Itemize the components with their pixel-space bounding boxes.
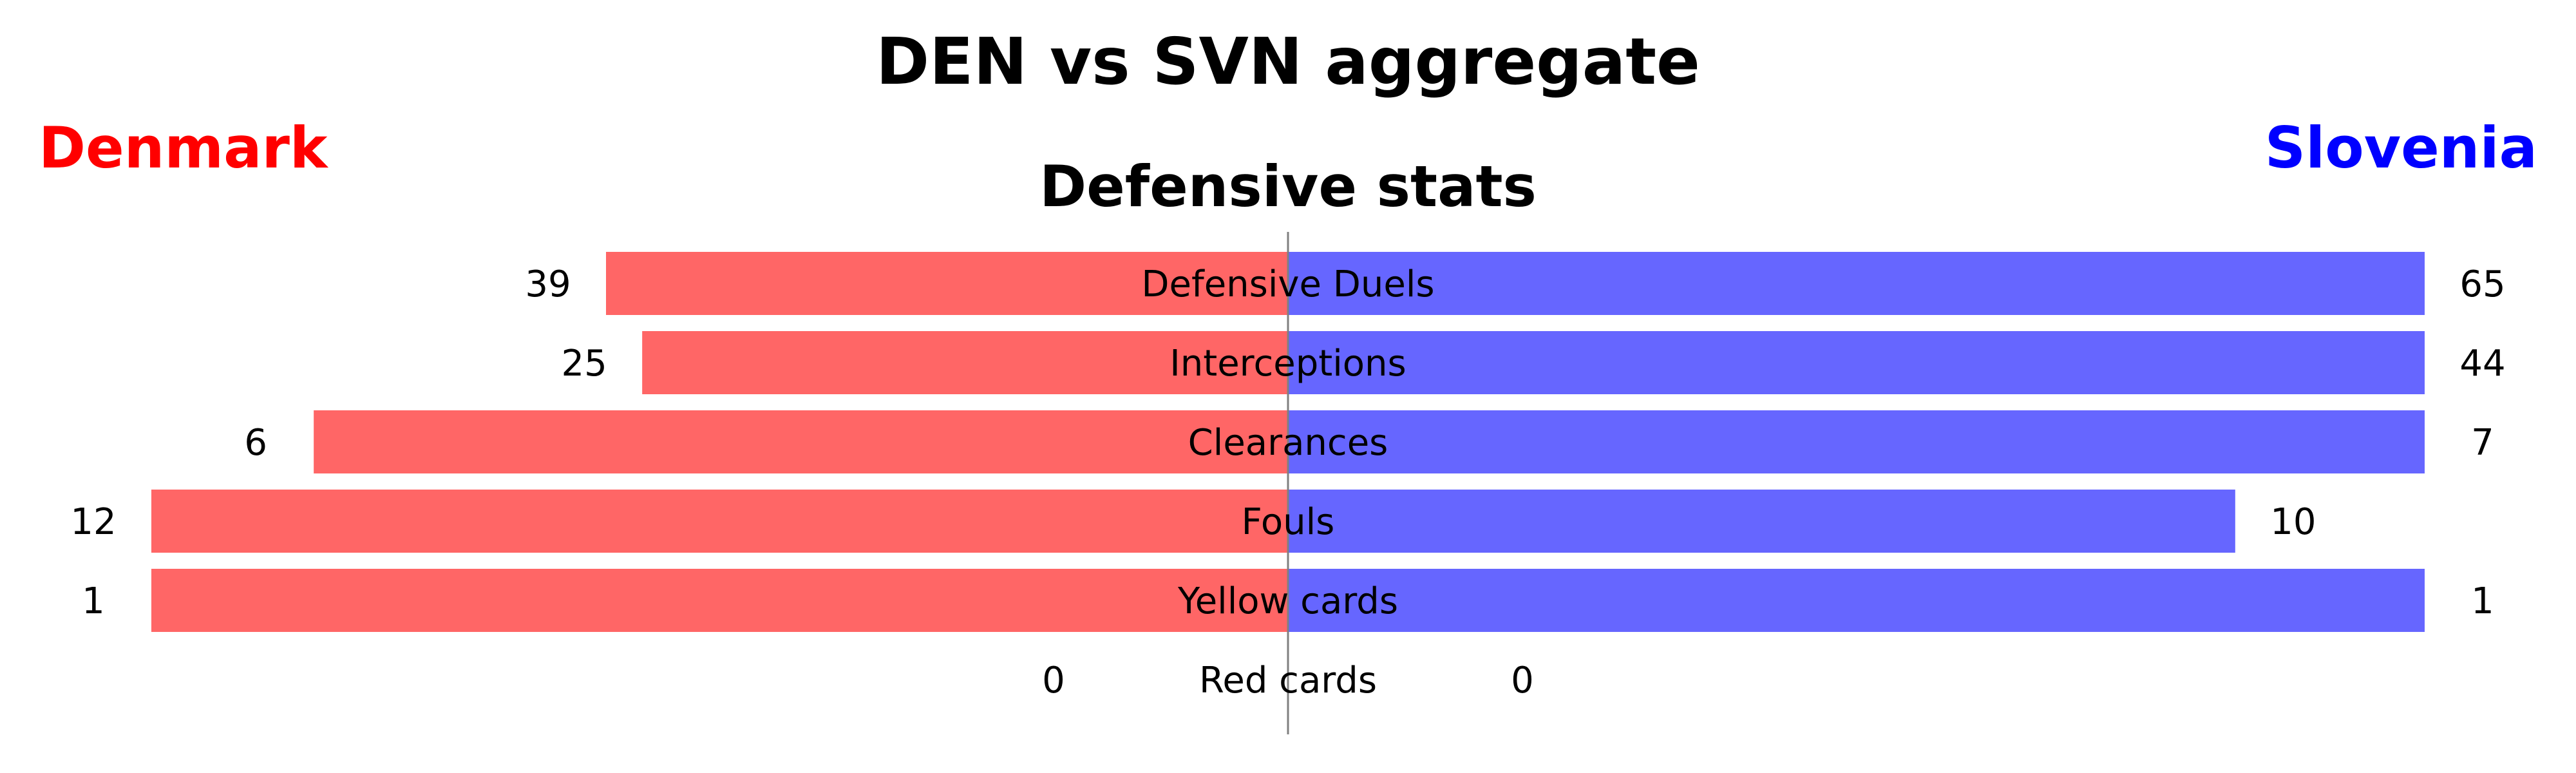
- category-label-defensive-duels: Defensive Duels: [1141, 263, 1434, 305]
- chart-subtitle: Defensive stats: [1039, 153, 1537, 220]
- category-label-interceptions: Interceptions: [1170, 343, 1406, 385]
- value-label-denmark-clearances: 6: [244, 422, 267, 464]
- bars-layer: [151, 252, 2425, 632]
- value-label-denmark-defensive-duels: 39: [525, 263, 571, 305]
- value-label-denmark-interceptions: 25: [562, 343, 607, 385]
- value-label-denmark-yellow-cards: 1: [82, 580, 105, 622]
- bar-slovenia-yellow-cards: [1288, 569, 2425, 632]
- value-label-slovenia-red-cards: 0: [1511, 660, 1534, 701]
- bar-denmark-yellow-cards: [151, 569, 1288, 632]
- labels-layer: Defensive Duels 39 65 Interceptions 25 44 Clea…: [70, 263, 2505, 701]
- chart-title: DEN vs SVN aggregate: [876, 24, 1700, 99]
- bar-denmark-interceptions: [642, 331, 1288, 394]
- team-label-denmark: Denmark: [39, 115, 329, 181]
- bar-slovenia-interceptions: [1288, 331, 2425, 394]
- bar-denmark-clearances: [314, 410, 1289, 473]
- category-label-fouls: Fouls: [1242, 501, 1335, 543]
- bar-slovenia-defensive-duels: [1288, 252, 2425, 315]
- value-label-slovenia-interceptions: 44: [2459, 343, 2505, 385]
- value-label-slovenia-fouls: 10: [2270, 501, 2316, 543]
- category-label-clearances: Clearances: [1188, 422, 1388, 464]
- bar-slovenia-clearances: [1288, 410, 2425, 473]
- category-label-red-cards: Red cards: [1199, 660, 1377, 701]
- value-label-denmark-red-cards: 0: [1042, 660, 1065, 701]
- team-label-slovenia: Slovenia: [2265, 115, 2537, 181]
- category-label-yellow-cards: Yellow cards: [1177, 580, 1398, 622]
- value-label-slovenia-defensive-duels: 65: [2459, 263, 2505, 305]
- bar-denmark-fouls: [151, 490, 1288, 553]
- bar-denmark-defensive-duels: [606, 252, 1288, 315]
- value-label-denmark-fouls: 12: [70, 501, 116, 543]
- value-label-slovenia-clearances: 7: [2471, 422, 2494, 464]
- value-label-slovenia-yellow-cards: 1: [2471, 580, 2494, 622]
- bar-slovenia-fouls: [1288, 490, 2235, 553]
